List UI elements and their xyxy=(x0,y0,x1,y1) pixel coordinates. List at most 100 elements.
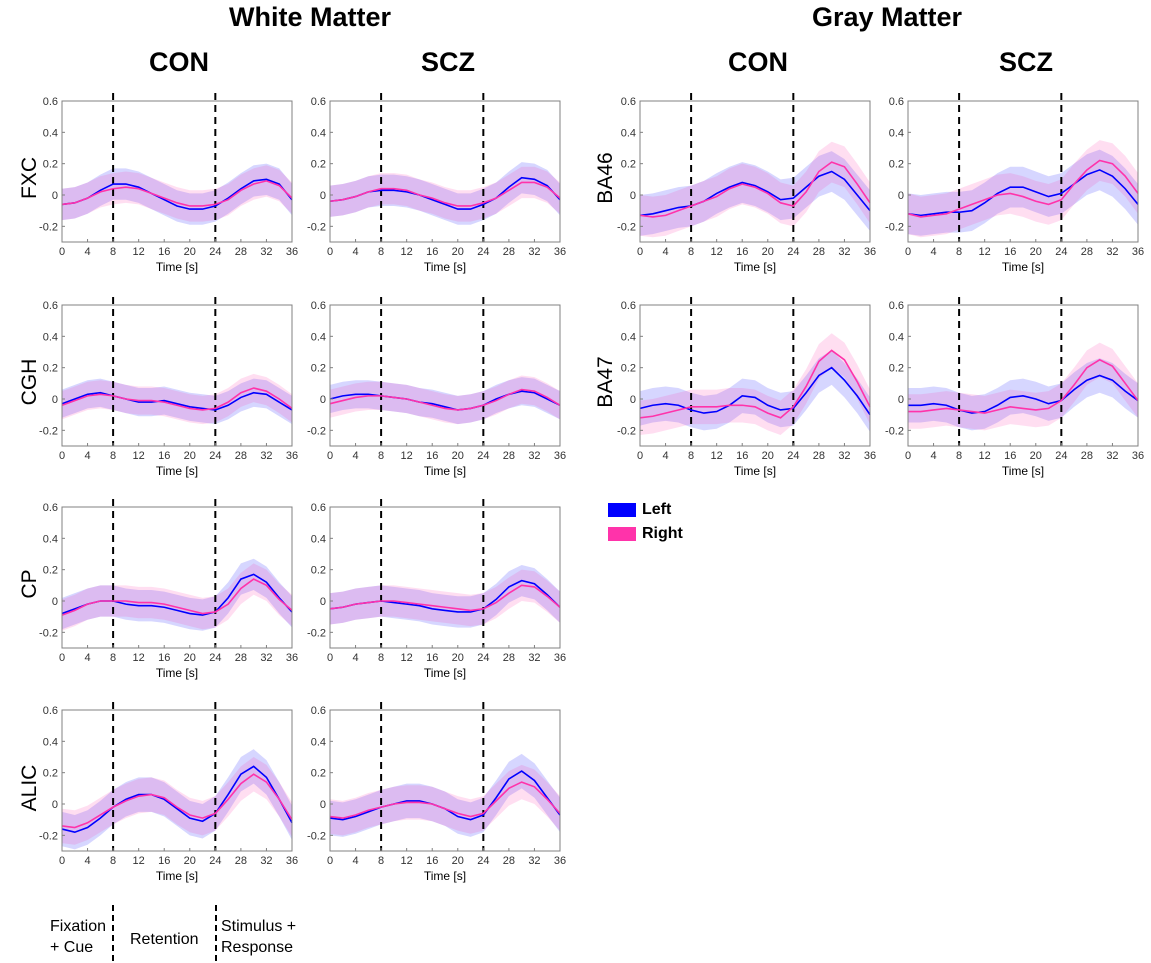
x-tick-label: 12 xyxy=(711,450,723,462)
panel-wm-con-cgh: 0 4 8 12 16 20 24 28 32 36 -0.2 0 0.2 0.4 0.6 Time [s] xyxy=(22,295,312,486)
x-tick-label: 28 xyxy=(235,450,247,462)
x-tick-label: 8 xyxy=(378,652,384,664)
x-tick-label: 8 xyxy=(688,450,694,462)
x-axis-label: Time [s] xyxy=(734,260,776,274)
x-tick-label: 20 xyxy=(184,450,196,462)
y-tick-label: 0.2 xyxy=(889,159,904,171)
plot-area: 0 4 8 12 16 20 24 28 32 36 -0.2 0 0.2 0.4 0.6 Time [s] xyxy=(39,702,298,883)
panel-wm-scz-fxc: 0 4 8 12 16 20 24 28 32 36 -0.2 0 0.2 0.4 0.6 Time [s] xyxy=(290,91,580,282)
series-line-right xyxy=(61,773,293,829)
x-tick-label: 8 xyxy=(688,246,694,258)
x-tick-label: 4 xyxy=(84,450,90,462)
plot-area: 0 4 8 12 16 20 24 28 32 36 -0.2 0 0.2 0.4 0.6 Time [s] xyxy=(885,93,1144,274)
x-tick-label: 32 xyxy=(260,246,272,258)
panel-wm-con-fxc: 0 4 8 12 16 20 24 28 32 36 -0.2 0 0.2 0.4 0.6 Time [s] xyxy=(22,91,312,282)
x-tick-label: 8 xyxy=(110,652,116,664)
x-tick-label: 20 xyxy=(452,450,464,462)
panel-wm-scz-alic: 0 4 8 12 16 20 24 28 32 36 -0.2 0 0.2 0.4 0.6 Time [s] xyxy=(290,700,580,891)
x-tick-label: 16 xyxy=(1004,246,1016,258)
x-tick-label: 4 xyxy=(352,855,358,867)
x-tick-label: 0 xyxy=(637,450,643,462)
x-tick-label: 4 xyxy=(352,246,358,258)
x-axis-label: Time [s] xyxy=(424,464,466,478)
y-tick-label: 0 xyxy=(320,394,326,406)
x-tick-label: 28 xyxy=(813,246,825,258)
x-tick-label: 32 xyxy=(1106,246,1118,258)
y-tick-label: 0.4 xyxy=(889,331,904,343)
x-axis-label: Time [s] xyxy=(424,666,466,680)
x-tick-label: 16 xyxy=(736,246,748,258)
y-tick-label: 0.6 xyxy=(311,96,326,108)
x-tick-label: 12 xyxy=(979,450,991,462)
band-left xyxy=(330,564,560,628)
y-tick-label: 0.2 xyxy=(311,565,326,577)
y-tick-label: 0.2 xyxy=(889,363,904,375)
series-line-right xyxy=(329,781,561,819)
x-tick-label: 8 xyxy=(110,246,116,258)
x-tick-label: 28 xyxy=(235,652,247,664)
phase-divider-stimulus xyxy=(215,905,217,961)
phase-retention-label: Retention xyxy=(130,931,199,948)
y-tick-label: 0.2 xyxy=(621,363,636,375)
x-tick-label: 20 xyxy=(452,855,464,867)
series-line-left xyxy=(329,390,561,411)
x-tick-label: 36 xyxy=(286,246,298,258)
x-tick-label: 4 xyxy=(930,450,936,462)
x-tick-label: 24 xyxy=(1055,450,1067,462)
y-tick-label: 0 xyxy=(320,799,326,811)
band-left xyxy=(330,377,560,425)
x-tick-label: 24 xyxy=(209,450,221,462)
y-tick-label: 0.6 xyxy=(889,300,904,312)
x-tick-label: 20 xyxy=(184,855,196,867)
x-tick-label: 36 xyxy=(864,450,876,462)
x-tick-label: 24 xyxy=(477,652,489,664)
x-tick-label: 12 xyxy=(401,855,413,867)
y-tick-label: 0 xyxy=(52,394,58,406)
x-tick-label: 16 xyxy=(426,855,438,867)
x-axis-label: Time [s] xyxy=(156,464,198,478)
plot-area: 0 4 8 12 16 20 24 28 32 36 -0.2 0 0.2 0.4 0.6 Time [s] xyxy=(307,297,566,478)
band-right xyxy=(62,373,292,425)
series-line-right xyxy=(907,159,1139,218)
x-tick-label: 4 xyxy=(662,450,668,462)
x-axis-label: Time [s] xyxy=(1002,464,1044,478)
y-tick-label: 0.4 xyxy=(43,331,58,343)
y-tick-label: 0.2 xyxy=(43,159,58,171)
legend-item-left: Left xyxy=(608,498,683,522)
x-tick-label: 12 xyxy=(133,246,145,258)
x-tick-label: 16 xyxy=(426,652,438,664)
x-tick-label: 12 xyxy=(711,246,723,258)
y-tick-label: 0.2 xyxy=(43,565,58,577)
legend-label-left: Left xyxy=(642,501,672,518)
y-tick-label: -0.2 xyxy=(39,830,58,842)
x-tick-label: 32 xyxy=(260,450,272,462)
band-right xyxy=(62,165,292,222)
x-tick-label: 28 xyxy=(1081,246,1093,258)
x-tick-label: 36 xyxy=(286,450,298,462)
y-tick-label: 0.2 xyxy=(311,159,326,171)
x-tick-label: 36 xyxy=(1132,246,1144,258)
wm-con-column-title: CON xyxy=(149,47,209,77)
y-tick-label: 0.4 xyxy=(43,533,58,545)
band-right xyxy=(640,141,870,238)
series-line-left xyxy=(639,170,871,217)
panel-gm-scz-ba46: 0 4 8 12 16 20 24 28 32 36 -0.2 0 0.2 0.4 0.6 Time [s] xyxy=(868,91,1151,282)
x-tick-label: 36 xyxy=(554,246,566,258)
wm-scz-column-title: SCZ xyxy=(421,47,475,77)
y-tick-label: -0.2 xyxy=(39,425,58,437)
series-line-right xyxy=(639,161,871,218)
axes-box xyxy=(639,100,871,243)
x-tick-label: 28 xyxy=(1081,450,1093,462)
x-tick-label: 0 xyxy=(327,450,333,462)
axes-box xyxy=(61,709,293,852)
legend-label-right: Right xyxy=(642,525,683,542)
x-tick-label: 0 xyxy=(59,652,65,664)
x-tick-label: 36 xyxy=(554,652,566,664)
x-tick-label: 4 xyxy=(84,855,90,867)
x-tick-label: 24 xyxy=(477,450,489,462)
x-tick-label: 0 xyxy=(637,246,643,258)
series-line-left xyxy=(908,374,1139,414)
x-tick-label: 28 xyxy=(503,855,515,867)
phase-fixation-line2: + Cue xyxy=(50,939,94,956)
panel-gm-con-ba46: 0 4 8 12 16 20 24 28 32 36 -0.2 0 0.2 0.4 0.6 Time [s] xyxy=(600,91,890,282)
